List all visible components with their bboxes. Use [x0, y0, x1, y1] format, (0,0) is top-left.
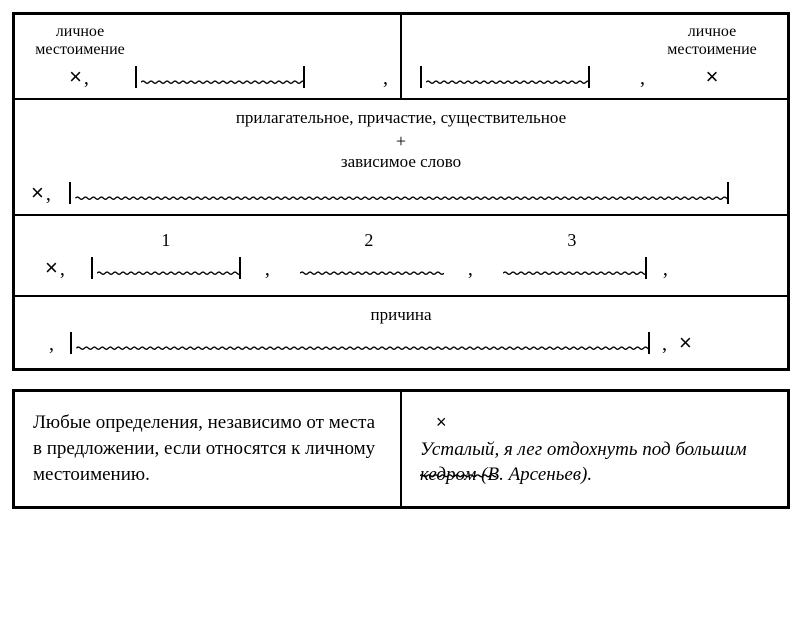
row2-cell: прилагательное, причастие, существительн… [14, 99, 788, 215]
comma: , [381, 67, 390, 90]
pronoun-label-2: личное местоимение [667, 23, 757, 60]
pronoun-label-1: личное местоимение [35, 23, 125, 60]
reason-label: причина [25, 305, 777, 325]
comma: , [58, 258, 67, 281]
comma: , [638, 67, 647, 90]
comma: , [660, 333, 669, 356]
wavy-segment [497, 253, 647, 281]
explanation-table: Любые определения, не­зависимо от места … [12, 389, 790, 509]
comma: , [263, 258, 272, 281]
wavy-segment-long [70, 328, 650, 356]
wavy-segment [294, 253, 444, 281]
wavy-segment [135, 62, 305, 90]
wavy-segment [420, 62, 590, 90]
x-mark: × [706, 64, 719, 90]
num-2: 2 [364, 230, 373, 251]
example-right: × Усталый , я лег отдохнуть под большим … [401, 391, 788, 507]
explanation-left: Любые определения, не­зависимо от места … [14, 391, 401, 507]
x-mark: × [679, 330, 692, 356]
comma: , [47, 333, 56, 356]
adj-line: прилагательное, причастие, существительн… [25, 108, 777, 128]
comma: , [466, 258, 475, 281]
explanation-text: Любые определения, не­зависимо от места … [33, 412, 375, 484]
x-mark: × [31, 180, 44, 206]
dep-word: зависимое слово [25, 152, 777, 172]
row-3: × , 1 , 2 , 3 , [14, 215, 788, 296]
x-mark: × [45, 255, 58, 281]
comma: , [82, 67, 91, 90]
plus-sign: + [25, 131, 777, 152]
wavy-underline [420, 460, 494, 466]
x-over-word: × [436, 410, 769, 434]
emphasized-word-text: Усталый [420, 439, 494, 460]
row-1: личное местоимение ×, , , личное местоим… [14, 14, 788, 99]
row3-cell: × , 1 , 2 , 3 , [14, 215, 788, 296]
comma: , [44, 183, 53, 206]
wavy-segment [91, 253, 241, 281]
num-1: 1 [161, 230, 170, 251]
comma: , [661, 258, 670, 281]
row1-cell-right: , личное местоимение × [401, 14, 788, 99]
row1-cell-left: личное местоимение ×, , [14, 14, 401, 99]
emphasized-word: Усталый [420, 437, 494, 463]
num-3: 3 [567, 230, 576, 251]
row4-cell: причина , , × [14, 296, 788, 370]
grammar-schema-table: личное местоимение ×, , , личное местоим… [12, 12, 790, 371]
row-2: прилагательное, причастие, существительн… [14, 99, 788, 215]
row-4: причина , , × [14, 296, 788, 370]
x-mark: × [69, 64, 82, 90]
wavy-segment-long [69, 178, 729, 206]
